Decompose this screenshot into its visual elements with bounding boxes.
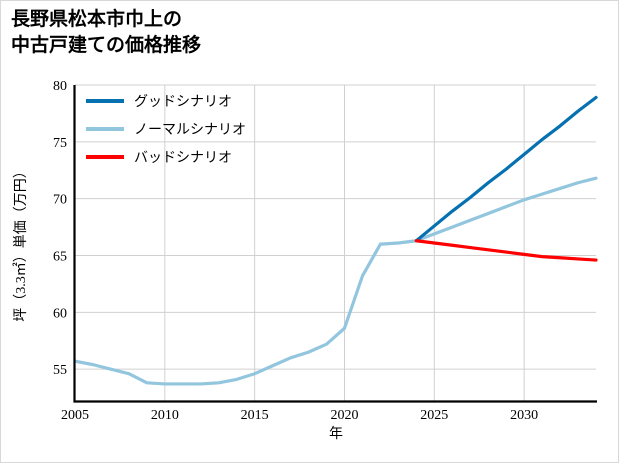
axis-spine-path: [73, 85, 597, 403]
x-axis-tick-labels: 2005 2010 2015 2020 2025 2030: [61, 408, 538, 423]
y-tick-label: 75: [53, 136, 67, 151]
x-tick-label: 2010: [151, 408, 179, 423]
legend-label: バッドシナリオ: [134, 151, 232, 166]
x-tick-label: 2030: [510, 408, 538, 423]
y-tick-label: 70: [53, 193, 67, 208]
x-tick-label: 2015: [241, 408, 269, 423]
y-tick-label: 55: [53, 363, 67, 378]
page-title: 長野県松本市巾上の 中古戸建ての価格推移: [11, 9, 202, 56]
series-line-good: [414, 95, 598, 243]
x-tick-label: 2025: [420, 408, 448, 423]
y-tick-label: 60: [53, 306, 67, 321]
y-axis-tick-labels: 55 60 65 70 75 80: [53, 79, 67, 378]
y-axis-title: 坪（3.3㎡）単価（万円）: [13, 164, 29, 322]
y-tick-label: 80: [53, 79, 67, 94]
axis-spines: [73, 85, 597, 403]
y-tick-label: 65: [53, 250, 67, 265]
series-line-normal: [73, 176, 598, 386]
legend-label: ノーマルシナリオ: [134, 123, 246, 138]
x-tick-label: 2020: [330, 408, 358, 423]
series-group: [73, 95, 598, 386]
legend-label: グッドシナリオ: [134, 94, 232, 110]
series-line-bad: [414, 239, 598, 262]
x-tick-label: 2005: [61, 408, 89, 423]
x-axis-title: 年: [329, 426, 343, 442]
